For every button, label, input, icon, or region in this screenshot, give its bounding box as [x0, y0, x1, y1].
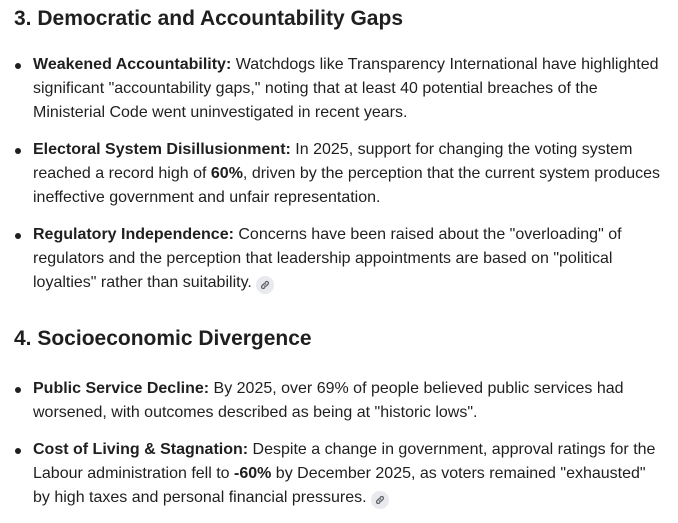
item-text: By 2025, over 69% of people believed pub… [33, 380, 624, 421]
section-heading-accountability: 3. Democratic and Accountability Gaps [14, 7, 403, 30]
item-lead: Public Service Decline: [33, 380, 210, 397]
item-lead: Cost of Living & Stagnation: [33, 441, 249, 458]
list-item: Regulatory Independence: Concerns have b… [14, 223, 664, 295]
item-text: Despite a change in government, approval… [33, 441, 656, 482]
item-text: In 2025, support for changing the voting… [33, 141, 633, 182]
item-text: by December 2025, as voters remained "ex… [33, 465, 646, 506]
socioeconomic-list: Public Service Decline: By 2025, over 69… [14, 377, 664, 510]
item-lead: Electoral System Disillusionment: [33, 141, 291, 158]
list-item: Public Service Decline: By 2025, over 69… [14, 377, 664, 425]
link-icon [375, 495, 384, 505]
list-item: Weakened Accountability: Watchdogs like … [14, 53, 664, 125]
response-content: 3. Democratic and Accountability Gaps We… [14, 0, 664, 523]
source-link-button[interactable] [255, 276, 274, 294]
item-lead: Regulatory Independence: [33, 226, 234, 243]
accountability-list: Weakened Accountability: Watchdogs like … [14, 53, 664, 295]
source-link-button[interactable] [370, 491, 389, 509]
item-lead: Weakened Accountability: [33, 56, 232, 73]
section-heading-socioeconomic: 4. Socioeconomic Divergence [14, 327, 312, 350]
list-item: Electoral System Disillusionment: In 202… [14, 138, 664, 210]
item-text: Watchdogs like Transparency Internationa… [33, 56, 659, 121]
list-item: Cost of Living & Stagnation: Despite a c… [14, 438, 664, 510]
item-highlight: 60% [210, 165, 243, 182]
item-text: Concerns have been raised about the "ove… [33, 226, 622, 291]
item-text: , driven by the perception that the curr… [33, 165, 661, 206]
link-icon [260, 280, 269, 290]
item-highlight: -60% [234, 465, 272, 482]
